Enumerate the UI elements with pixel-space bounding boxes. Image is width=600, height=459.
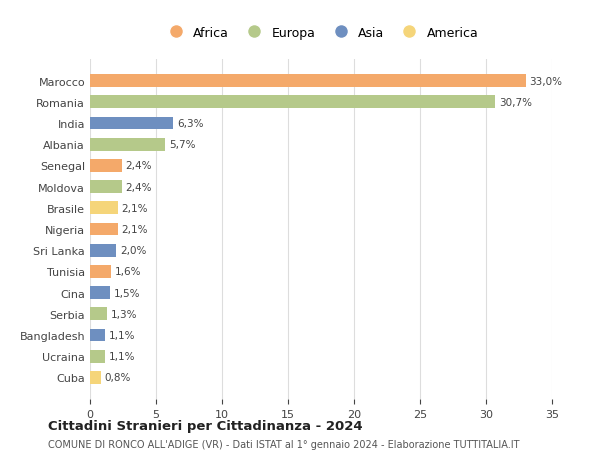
- Legend: Africa, Europa, Asia, America: Africa, Europa, Asia, America: [158, 22, 484, 45]
- Text: 2,1%: 2,1%: [122, 224, 148, 235]
- Text: COMUNE DI RONCO ALL'ADIGE (VR) - Dati ISTAT al 1° gennaio 2024 - Elaborazione TU: COMUNE DI RONCO ALL'ADIGE (VR) - Dati IS…: [48, 440, 520, 449]
- Bar: [90, 75, 526, 88]
- Bar: [90, 350, 104, 363]
- Text: 0,8%: 0,8%: [104, 373, 131, 382]
- Bar: [90, 329, 104, 341]
- Text: 30,7%: 30,7%: [499, 98, 532, 107]
- Bar: [90, 286, 110, 299]
- Text: 1,6%: 1,6%: [115, 267, 142, 277]
- Bar: [90, 96, 495, 109]
- Bar: [90, 371, 101, 384]
- Bar: [90, 223, 118, 236]
- Bar: [90, 181, 122, 194]
- Text: 33,0%: 33,0%: [530, 77, 563, 86]
- Text: 1,5%: 1,5%: [114, 288, 140, 298]
- Bar: [90, 118, 173, 130]
- Text: 2,1%: 2,1%: [122, 203, 148, 213]
- Text: 2,4%: 2,4%: [125, 182, 152, 192]
- Bar: [90, 139, 165, 151]
- Text: 1,1%: 1,1%: [109, 352, 135, 361]
- Text: 2,0%: 2,0%: [121, 246, 147, 256]
- Text: 5,7%: 5,7%: [169, 140, 196, 150]
- Bar: [90, 308, 107, 320]
- Bar: [90, 160, 122, 173]
- Text: 1,1%: 1,1%: [109, 330, 135, 340]
- Bar: [90, 265, 111, 278]
- Text: 2,4%: 2,4%: [125, 161, 152, 171]
- Text: 6,3%: 6,3%: [177, 119, 203, 129]
- Text: 1,3%: 1,3%: [111, 309, 137, 319]
- Bar: [90, 202, 118, 215]
- Bar: [90, 244, 116, 257]
- Text: Cittadini Stranieri per Cittadinanza - 2024: Cittadini Stranieri per Cittadinanza - 2…: [48, 419, 362, 432]
